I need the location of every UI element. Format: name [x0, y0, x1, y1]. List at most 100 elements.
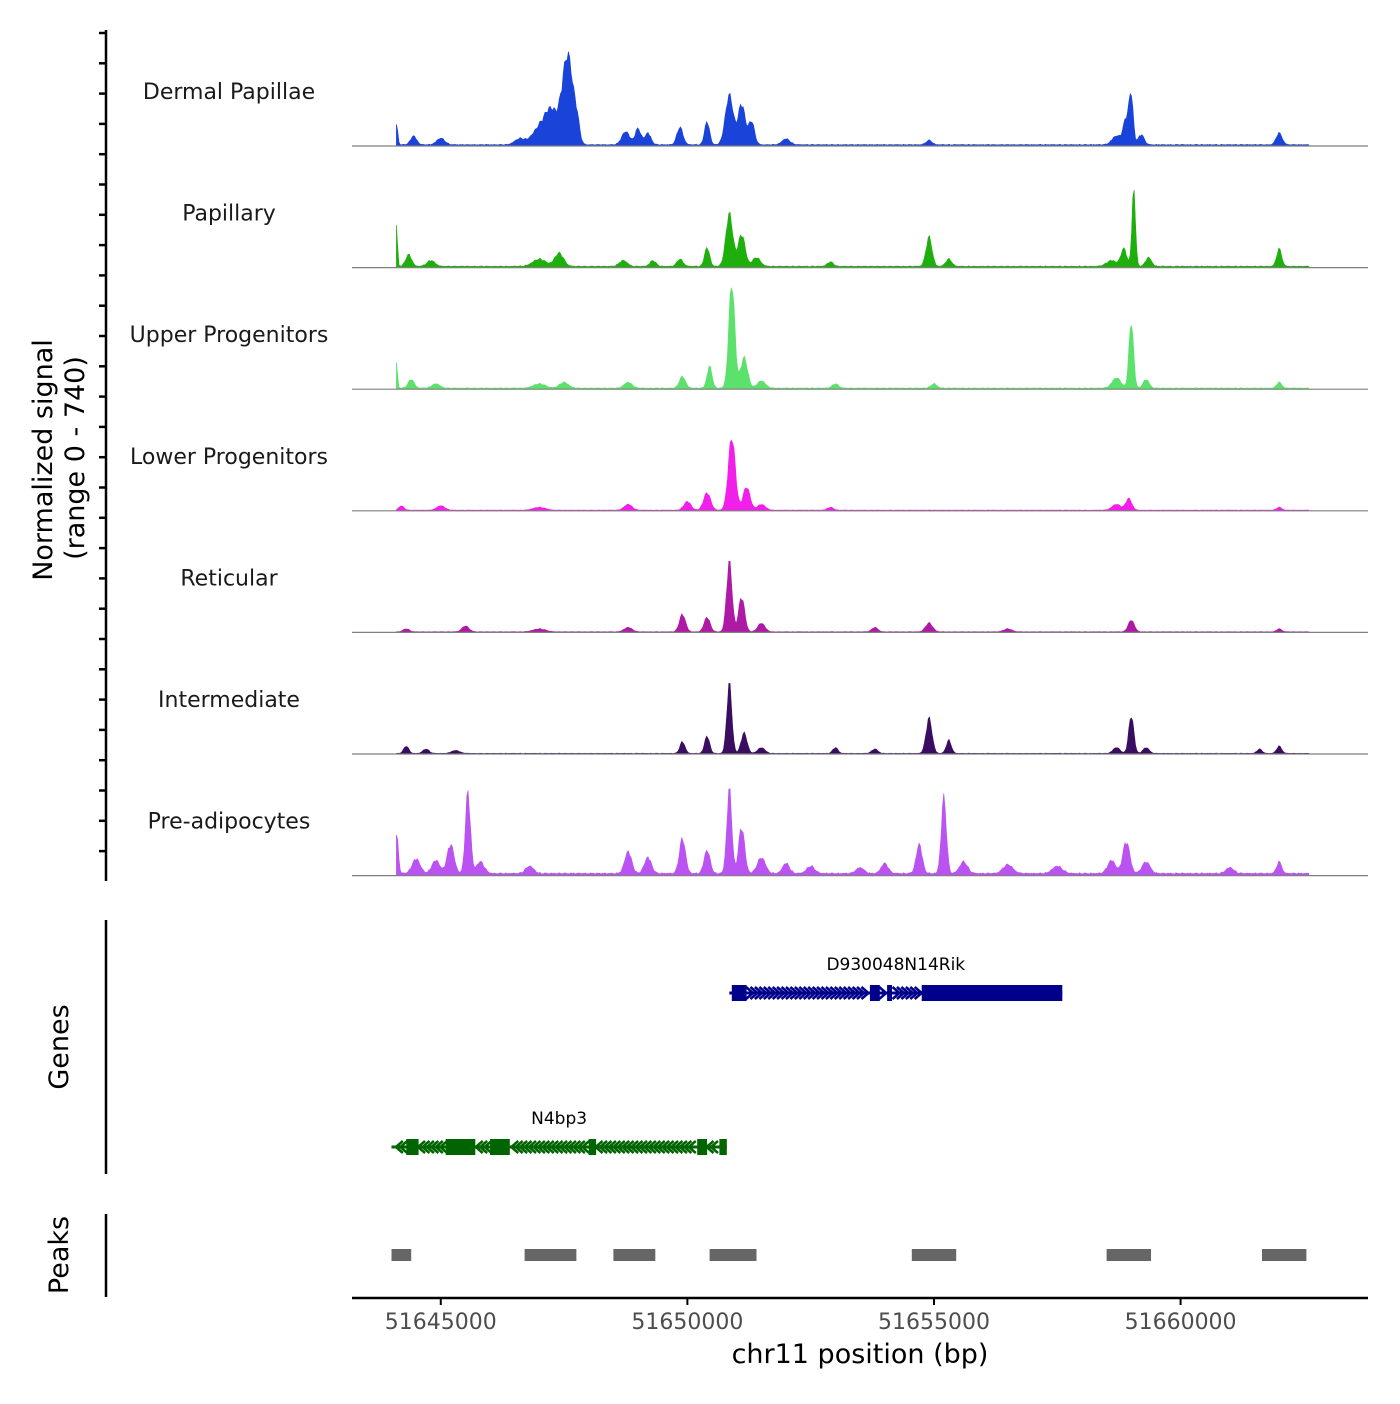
strand-arrow [860, 986, 871, 1000]
track-signal-area [396, 51, 1310, 147]
signal-y-axis-ticks [99, 31, 106, 853]
strand-arrow [833, 986, 844, 1000]
gene-exon [445, 1139, 476, 1155]
signal-axis-label: Normalized signal [28, 339, 59, 581]
strand-arrow [629, 1140, 639, 1154]
strand-arrow [771, 986, 782, 1000]
peak-region [709, 1249, 757, 1261]
strand-arrow [673, 1140, 684, 1154]
strand-arrow [682, 1140, 693, 1154]
strand-arrow [829, 986, 840, 1000]
strand-arrow [558, 1140, 568, 1154]
track-4: Reticular [180, 560, 1368, 634]
strand-arrow [838, 986, 849, 1000]
track-label: Papillary [182, 202, 276, 227]
track-5: Intermediate [158, 682, 1368, 755]
peak-region [524, 1249, 577, 1261]
strand-arrow [473, 1140, 484, 1154]
strand-arrow [686, 1140, 697, 1154]
strand-arrow [669, 1140, 679, 1154]
peak-region [911, 1249, 957, 1261]
peak-region [1106, 1249, 1151, 1261]
strand-arrow [602, 1140, 613, 1154]
track-3: Lower Progenitors [130, 439, 1368, 512]
gene-exon [406, 1139, 419, 1155]
strand-arrow [624, 1140, 635, 1154]
strand-arrow [611, 1140, 622, 1154]
strand-arrow [518, 1140, 528, 1154]
track-1: Papillary [182, 189, 1368, 269]
strand-arrow [598, 1140, 608, 1154]
gene-exon [869, 985, 880, 1001]
gene-label: D930048N14Rik [826, 955, 965, 975]
strand-arrow [745, 986, 755, 1000]
strand-arrow [842, 986, 853, 1000]
x-tick-label: 51650000 [631, 1310, 743, 1335]
strand-arrow [794, 986, 804, 1000]
track-label: Reticular [180, 566, 278, 591]
x-tick-label: 51660000 [1125, 1310, 1237, 1335]
gene-N4bp3: N4bp3 [391, 1109, 727, 1155]
x-axis-ticks: 51645000 51650000 51655000 51660000 [385, 1298, 1237, 1335]
strand-arrow [513, 1140, 524, 1154]
peaks-axis-label: Peaks [44, 1216, 75, 1294]
strand-arrow [749, 986, 760, 1000]
strand-arrow [540, 1140, 551, 1154]
gene-D930048N14Rik: D930048N14Rik [729, 955, 1063, 1001]
strand-arrow [620, 1140, 631, 1154]
track-label: Pre-adipocytes [148, 810, 311, 835]
gene-exon [719, 1139, 727, 1155]
strand-arrow [807, 986, 818, 1000]
strand-arrow [549, 1140, 560, 1154]
gene-annotation-track: D930048N14Rik N4bp3 [391, 955, 1063, 1155]
strand-arrow [429, 1140, 440, 1154]
track-label: Upper Progenitors [130, 323, 329, 348]
strand-arrow [580, 1140, 591, 1154]
track-label: Dermal Papillae [143, 80, 315, 105]
strand-arrow [553, 1140, 564, 1154]
strand-arrow [535, 1140, 546, 1154]
strand-arrow [798, 986, 809, 1000]
strand-arrow [825, 986, 835, 1000]
strand-arrow [575, 1140, 586, 1154]
strand-arrow [398, 1140, 409, 1154]
strand-arrow [900, 986, 911, 1000]
strand-arrow [638, 1140, 648, 1154]
x-tick-label: 51645000 [385, 1310, 497, 1335]
strand-arrow [655, 1140, 666, 1154]
strand-arrow [433, 1140, 444, 1154]
gene-label: N4bp3 [531, 1109, 587, 1129]
track-signal-area [396, 788, 1310, 876]
strand-arrow [420, 1140, 431, 1154]
strand-arrow [678, 1140, 688, 1154]
track-2: Upper Progenitors [130, 287, 1368, 390]
track-6: Pre-adipocytes [148, 788, 1368, 877]
genes-axis-label: Genes [44, 1004, 75, 1089]
gene-exon [588, 1139, 597, 1155]
strand-arrow [642, 1140, 653, 1154]
gene-exon [921, 985, 1063, 1001]
strand-arrow [562, 1140, 573, 1154]
strand-arrow [816, 986, 826, 1000]
x-tick-label: 51655000 [878, 1310, 990, 1335]
peak-region [391, 1249, 412, 1261]
strand-arrow [615, 1140, 626, 1154]
strand-arrow [754, 986, 764, 1000]
strand-arrow [527, 1140, 537, 1154]
strand-arrow [776, 986, 787, 1000]
track-signal-area [396, 439, 1310, 512]
strand-arrow [780, 986, 791, 1000]
strand-arrow [651, 1140, 662, 1154]
strand-arrow [571, 1140, 582, 1154]
strand-arrow [905, 986, 915, 1000]
strand-arrow [438, 1140, 449, 1154]
strand-arrow [425, 1140, 435, 1154]
strand-arrow [664, 1140, 675, 1154]
track-signal-area [396, 682, 1310, 755]
strand-arrow [482, 1140, 493, 1154]
strand-arrow [478, 1140, 489, 1154]
strand-arrow [767, 986, 778, 1000]
strand-arrow [544, 1140, 555, 1154]
strand-arrow [509, 1140, 520, 1154]
